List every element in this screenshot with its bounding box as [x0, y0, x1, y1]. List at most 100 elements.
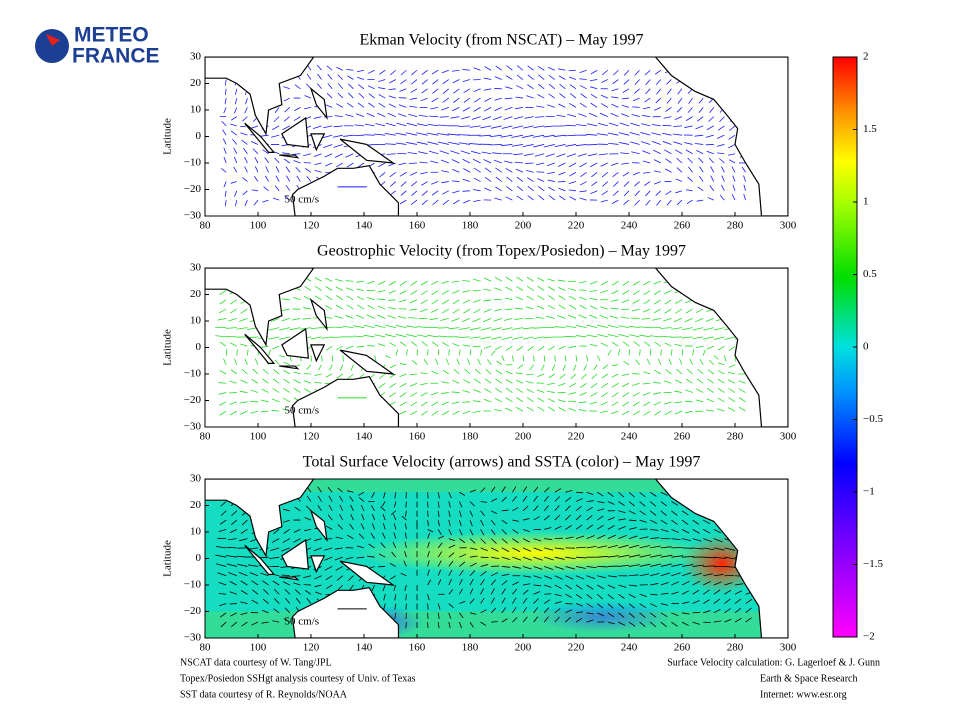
velocity-arrow — [558, 171, 566, 176]
velocity-arrow — [632, 401, 640, 407]
velocity-arrow — [306, 175, 312, 182]
velocity-arrow — [692, 519, 700, 525]
velocity-arrow — [663, 380, 672, 384]
velocity-arrow — [431, 410, 439, 416]
velocity-arrow — [285, 597, 291, 604]
velocity-arrow — [360, 523, 365, 530]
velocity-arrow — [628, 593, 636, 599]
velocity-arrow — [544, 556, 554, 561]
velocity-arrow — [494, 308, 502, 312]
velocity-arrow — [718, 362, 725, 366]
velocity-arrow — [664, 299, 672, 305]
velocity-arrow — [383, 594, 386, 601]
velocity-arrow — [660, 563, 672, 567]
velocity-arrow — [717, 370, 725, 375]
x-tick-label: 120 — [303, 642, 320, 654]
velocity-arrow — [271, 409, 280, 412]
velocity-arrow — [702, 599, 710, 604]
velocity-arrow — [448, 552, 455, 558]
velocity-arrow — [411, 190, 418, 196]
velocity-arrow — [358, 497, 365, 502]
velocity-arrow — [589, 343, 598, 347]
velocity-arrow — [484, 97, 492, 102]
velocity-arrow — [491, 498, 498, 502]
velocity-arrow — [671, 327, 683, 330]
velocity-arrow — [644, 97, 651, 103]
coastline — [310, 344, 326, 363]
y-tick-label: −20 — [184, 605, 202, 617]
velocity-arrow — [516, 345, 524, 352]
velocity-arrow — [522, 606, 528, 614]
velocity-arrow — [453, 88, 460, 94]
velocity-arrow — [325, 345, 333, 351]
velocity-arrow — [312, 125, 322, 129]
velocity-arrow — [431, 69, 439, 75]
velocity-arrow — [653, 290, 662, 295]
velocity-arrow — [515, 168, 524, 173]
velocity-arrow — [681, 621, 689, 626]
velocity-arrow — [271, 398, 280, 403]
velocity-arrow — [260, 572, 269, 577]
velocity-arrow — [554, 608, 561, 614]
velocity-arrow — [215, 554, 227, 558]
velocity-arrow — [421, 341, 428, 347]
velocity-arrow — [477, 358, 481, 365]
velocity-arrow — [628, 325, 640, 329]
velocity-arrow — [480, 547, 488, 552]
velocity-arrow — [516, 85, 524, 90]
velocity-arrow — [225, 335, 237, 338]
velocity-arrow — [710, 166, 715, 173]
velocity-arrow — [533, 495, 539, 502]
velocity-arrow — [618, 584, 627, 588]
velocity-arrow — [434, 358, 439, 365]
velocity-arrow — [291, 317, 301, 321]
x-tick-label: 280 — [727, 220, 744, 232]
velocity-arrow — [324, 547, 333, 551]
velocity-arrow — [536, 162, 545, 166]
velocity-arrow — [533, 598, 539, 604]
velocity-arrow — [491, 510, 498, 515]
colorbar-tick-label: −1 — [863, 486, 875, 498]
velocity-arrow — [273, 116, 280, 122]
velocity-arrow — [441, 181, 449, 184]
velocity-arrow — [440, 317, 449, 322]
velocity-arrow — [618, 544, 629, 549]
velocity-arrow — [219, 401, 227, 406]
velocity-arrow — [734, 590, 743, 595]
velocity-arrow — [522, 327, 534, 330]
velocity-arrow — [674, 116, 683, 120]
velocity-arrow — [681, 572, 692, 577]
velocity-arrow — [681, 528, 690, 534]
velocity-arrow — [579, 190, 587, 193]
velocity-arrow — [653, 392, 661, 395]
velocity-arrow — [483, 288, 492, 291]
velocity-arrow — [238, 538, 248, 542]
velocity-arrow — [439, 150, 449, 155]
velocity-arrow — [368, 543, 375, 549]
velocity-arrow — [236, 349, 238, 356]
velocity-arrow — [586, 546, 597, 549]
velocity-arrow — [252, 589, 259, 595]
logo: METEO FRANCE — [32, 24, 176, 68]
velocity-arrow — [631, 308, 640, 312]
velocity-arrow — [462, 107, 471, 112]
velocity-arrow — [675, 178, 683, 182]
velocity-arrow — [313, 116, 322, 119]
velocity-arrow — [623, 69, 630, 76]
velocity-arrow — [304, 285, 312, 291]
velocity-arrow — [302, 317, 312, 320]
velocity-arrow — [533, 556, 543, 561]
velocity-arrow — [409, 105, 418, 108]
velocity-arrow — [660, 546, 672, 549]
velocity-arrow — [339, 504, 344, 511]
velocity-arrow — [628, 574, 639, 577]
velocity-arrow — [401, 515, 407, 521]
velocity-arrow — [345, 314, 354, 319]
velocity-arrow — [590, 392, 598, 397]
velocity-arrow — [586, 584, 594, 590]
velocity-arrow — [337, 92, 344, 99]
velocity-arrow — [601, 382, 609, 389]
velocity-arrow — [495, 186, 503, 192]
velocity-arrow — [516, 286, 524, 291]
velocity-arrow — [272, 345, 280, 350]
